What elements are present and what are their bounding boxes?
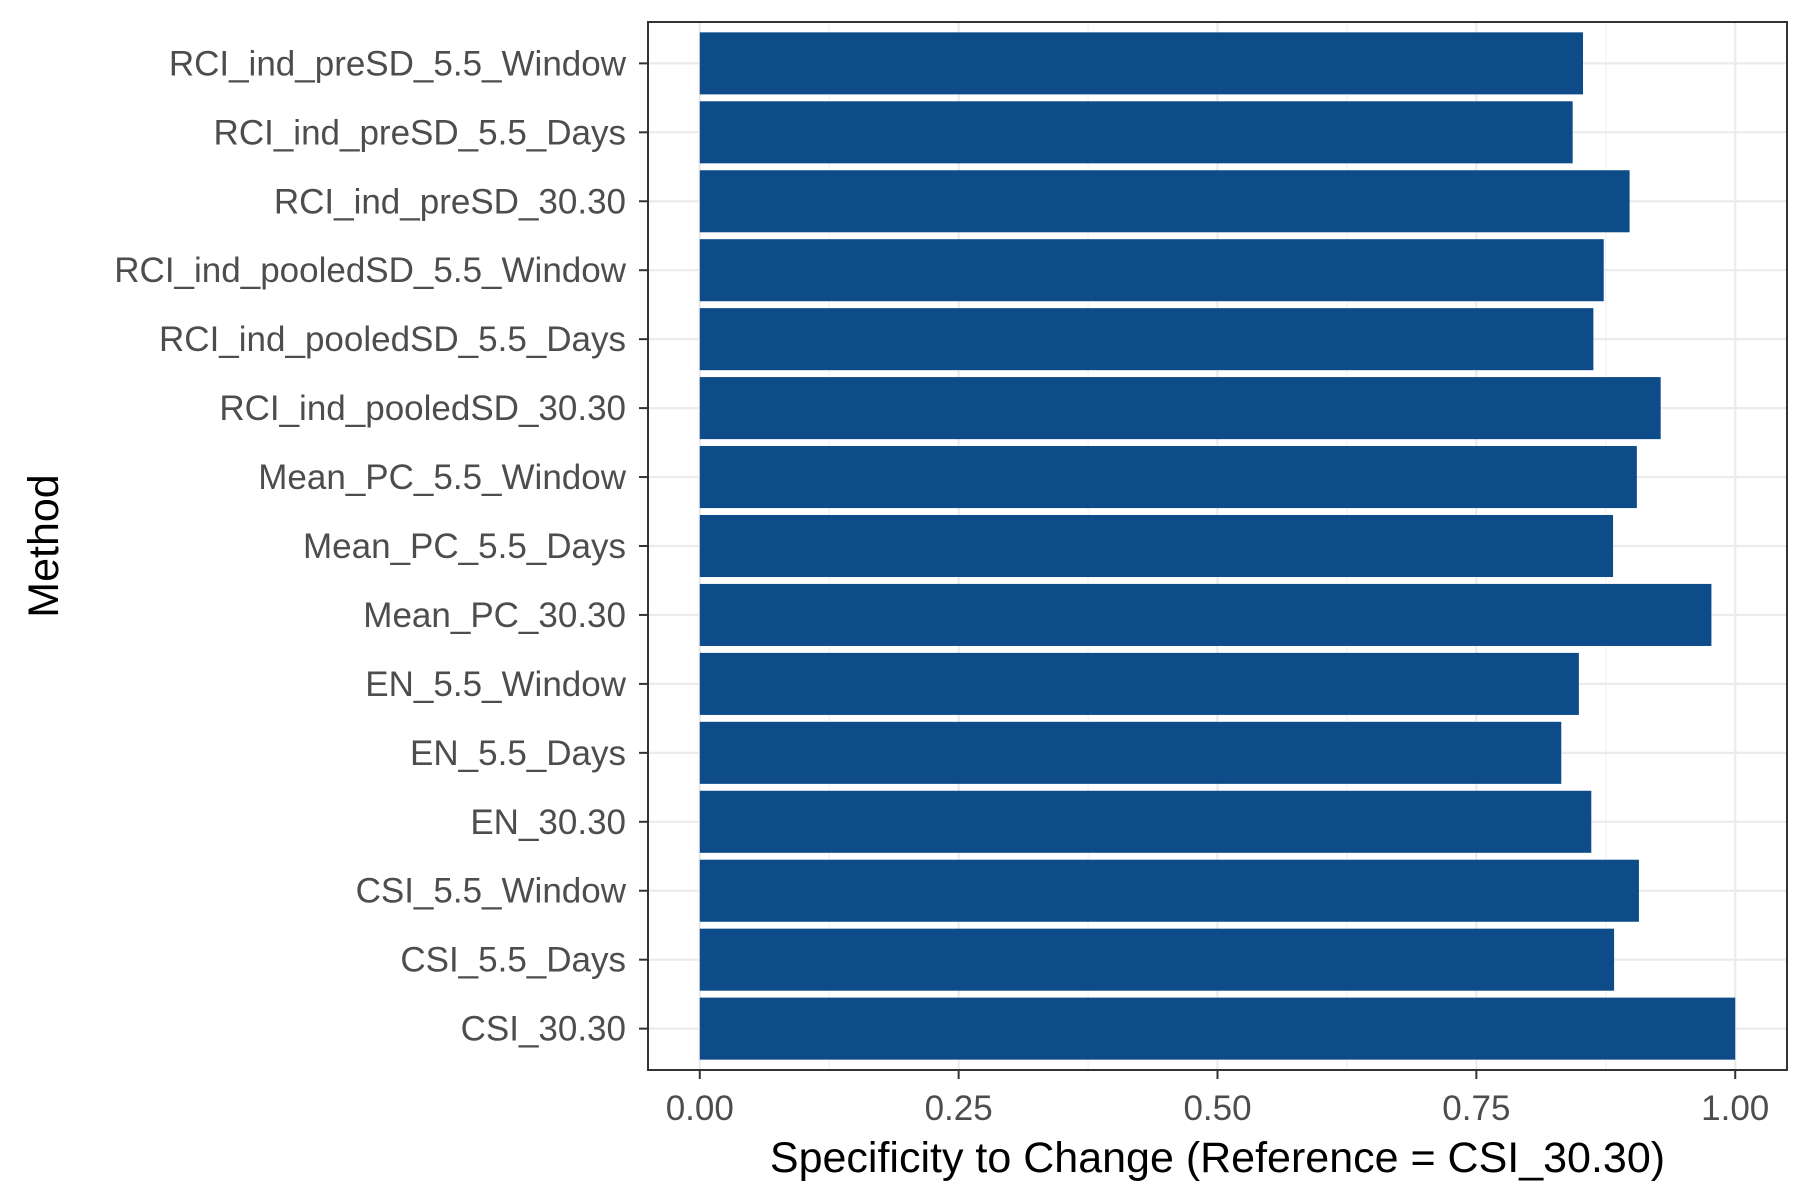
bar — [699, 170, 1630, 233]
x-tick-label: 0.25 — [925, 1089, 993, 1128]
y-tick-label: RCI_ind_pooledSD_30.30 — [219, 389, 626, 428]
y-tick-label: RCI_ind_preSD_5.5_Window — [169, 44, 627, 83]
y-tick-label: CSI_5.5_Window — [356, 872, 627, 911]
x-tick-label: 0.00 — [666, 1089, 734, 1128]
bar — [699, 514, 1614, 578]
bar — [699, 377, 1661, 440]
bar — [699, 583, 1712, 646]
x-axis-title: Specificity to Change (Reference = CSI_3… — [770, 1134, 1665, 1182]
bar — [699, 928, 1615, 991]
y-tick-label: EN_5.5_Window — [365, 665, 626, 704]
y-tick-label: RCI_ind_preSD_5.5_Days — [214, 113, 626, 152]
y-axis-title: Method — [20, 474, 68, 617]
x-tick-label: 1.00 — [1701, 1089, 1769, 1128]
x-tick-label: 0.75 — [1442, 1089, 1510, 1128]
y-axis-ticks: RCI_ind_preSD_5.5_Window RCI_ind_preSD_5.… — [114, 44, 648, 1049]
y-tick-label: EN_5.5_Days — [410, 734, 626, 773]
y-tick-label: Mean_PC_5.5_Window — [258, 458, 626, 497]
x-tick-label: 0.50 — [1183, 1089, 1251, 1128]
bar — [699, 101, 1573, 164]
y-tick-label: CSI_5.5_Days — [400, 941, 626, 980]
y-tick-label: RCI_ind_preSD_30.30 — [274, 182, 626, 221]
bar — [699, 32, 1584, 95]
bar — [699, 239, 1604, 302]
bar — [699, 859, 1639, 922]
bar — [699, 446, 1637, 509]
bar — [699, 790, 1592, 853]
y-tick-label: Mean_PC_30.30 — [363, 596, 626, 635]
y-tick-label: RCI_ind_pooledSD_5.5_Days — [159, 320, 626, 359]
y-tick-label: RCI_ind_pooledSD_5.5_Window — [114, 251, 626, 290]
y-tick-label: EN_30.30 — [470, 803, 626, 842]
y-tick-label: CSI_30.30 — [461, 1010, 626, 1049]
x-axis-ticks: 0.00 0.25 0.50 0.75 1.00 — [666, 1070, 1769, 1128]
bar — [699, 721, 1562, 784]
bar — [699, 652, 1579, 715]
bar — [699, 308, 1594, 371]
bars — [699, 32, 1736, 1060]
bar — [699, 997, 1736, 1060]
y-tick-label: Mean_PC_5.5_Days — [303, 527, 626, 566]
